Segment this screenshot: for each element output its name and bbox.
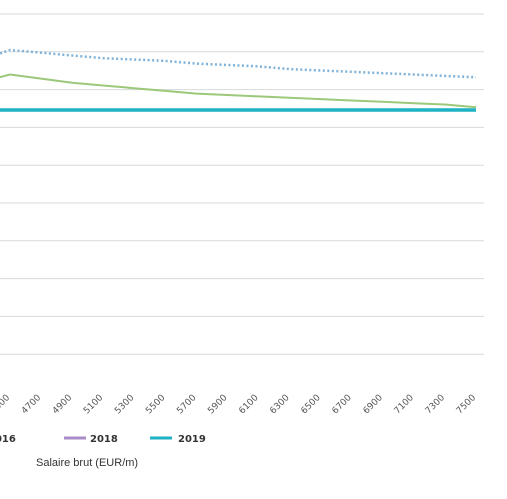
legend: 2016 2018 2019 — [0, 434, 206, 445]
x-tick-label: 4900 — [51, 393, 74, 416]
x-tick-label: 5900 — [206, 393, 229, 416]
legend-label-2019: 2019 — [178, 434, 206, 445]
x-tick-label: 6300 — [268, 393, 291, 416]
gridlines — [0, 13, 484, 355]
series-line-series-1 — [0, 73, 477, 109]
x-axis-label: Salaire brut (EUR/m) — [36, 457, 138, 469]
x-tick-label: 6700 — [331, 393, 354, 416]
x-tick-label: 4500 — [0, 393, 12, 416]
legend-label-2018: 2018 — [90, 434, 118, 445]
legend-label-2016: 2016 — [0, 434, 16, 445]
series-line-2016 — [0, 48, 477, 79]
x-tick-labels: 4300450047004900510053005500570059006100… — [0, 393, 478, 416]
x-tick-label: 4700 — [20, 393, 43, 416]
x-tick-label: 7500 — [455, 393, 478, 416]
x-tick-label: 6900 — [362, 393, 385, 416]
x-tick-label: 5500 — [144, 393, 167, 416]
x-tick-label: 7100 — [393, 393, 416, 416]
x-tick-label: 6500 — [300, 393, 323, 416]
x-tick-label: 5300 — [113, 393, 136, 416]
series-lines — [0, 48, 477, 112]
x-tick-label: 5700 — [175, 393, 198, 416]
x-tick-label: 5100 — [82, 393, 105, 416]
x-tick-label: 6100 — [237, 393, 260, 416]
x-tick-label: 7300 — [424, 393, 447, 416]
